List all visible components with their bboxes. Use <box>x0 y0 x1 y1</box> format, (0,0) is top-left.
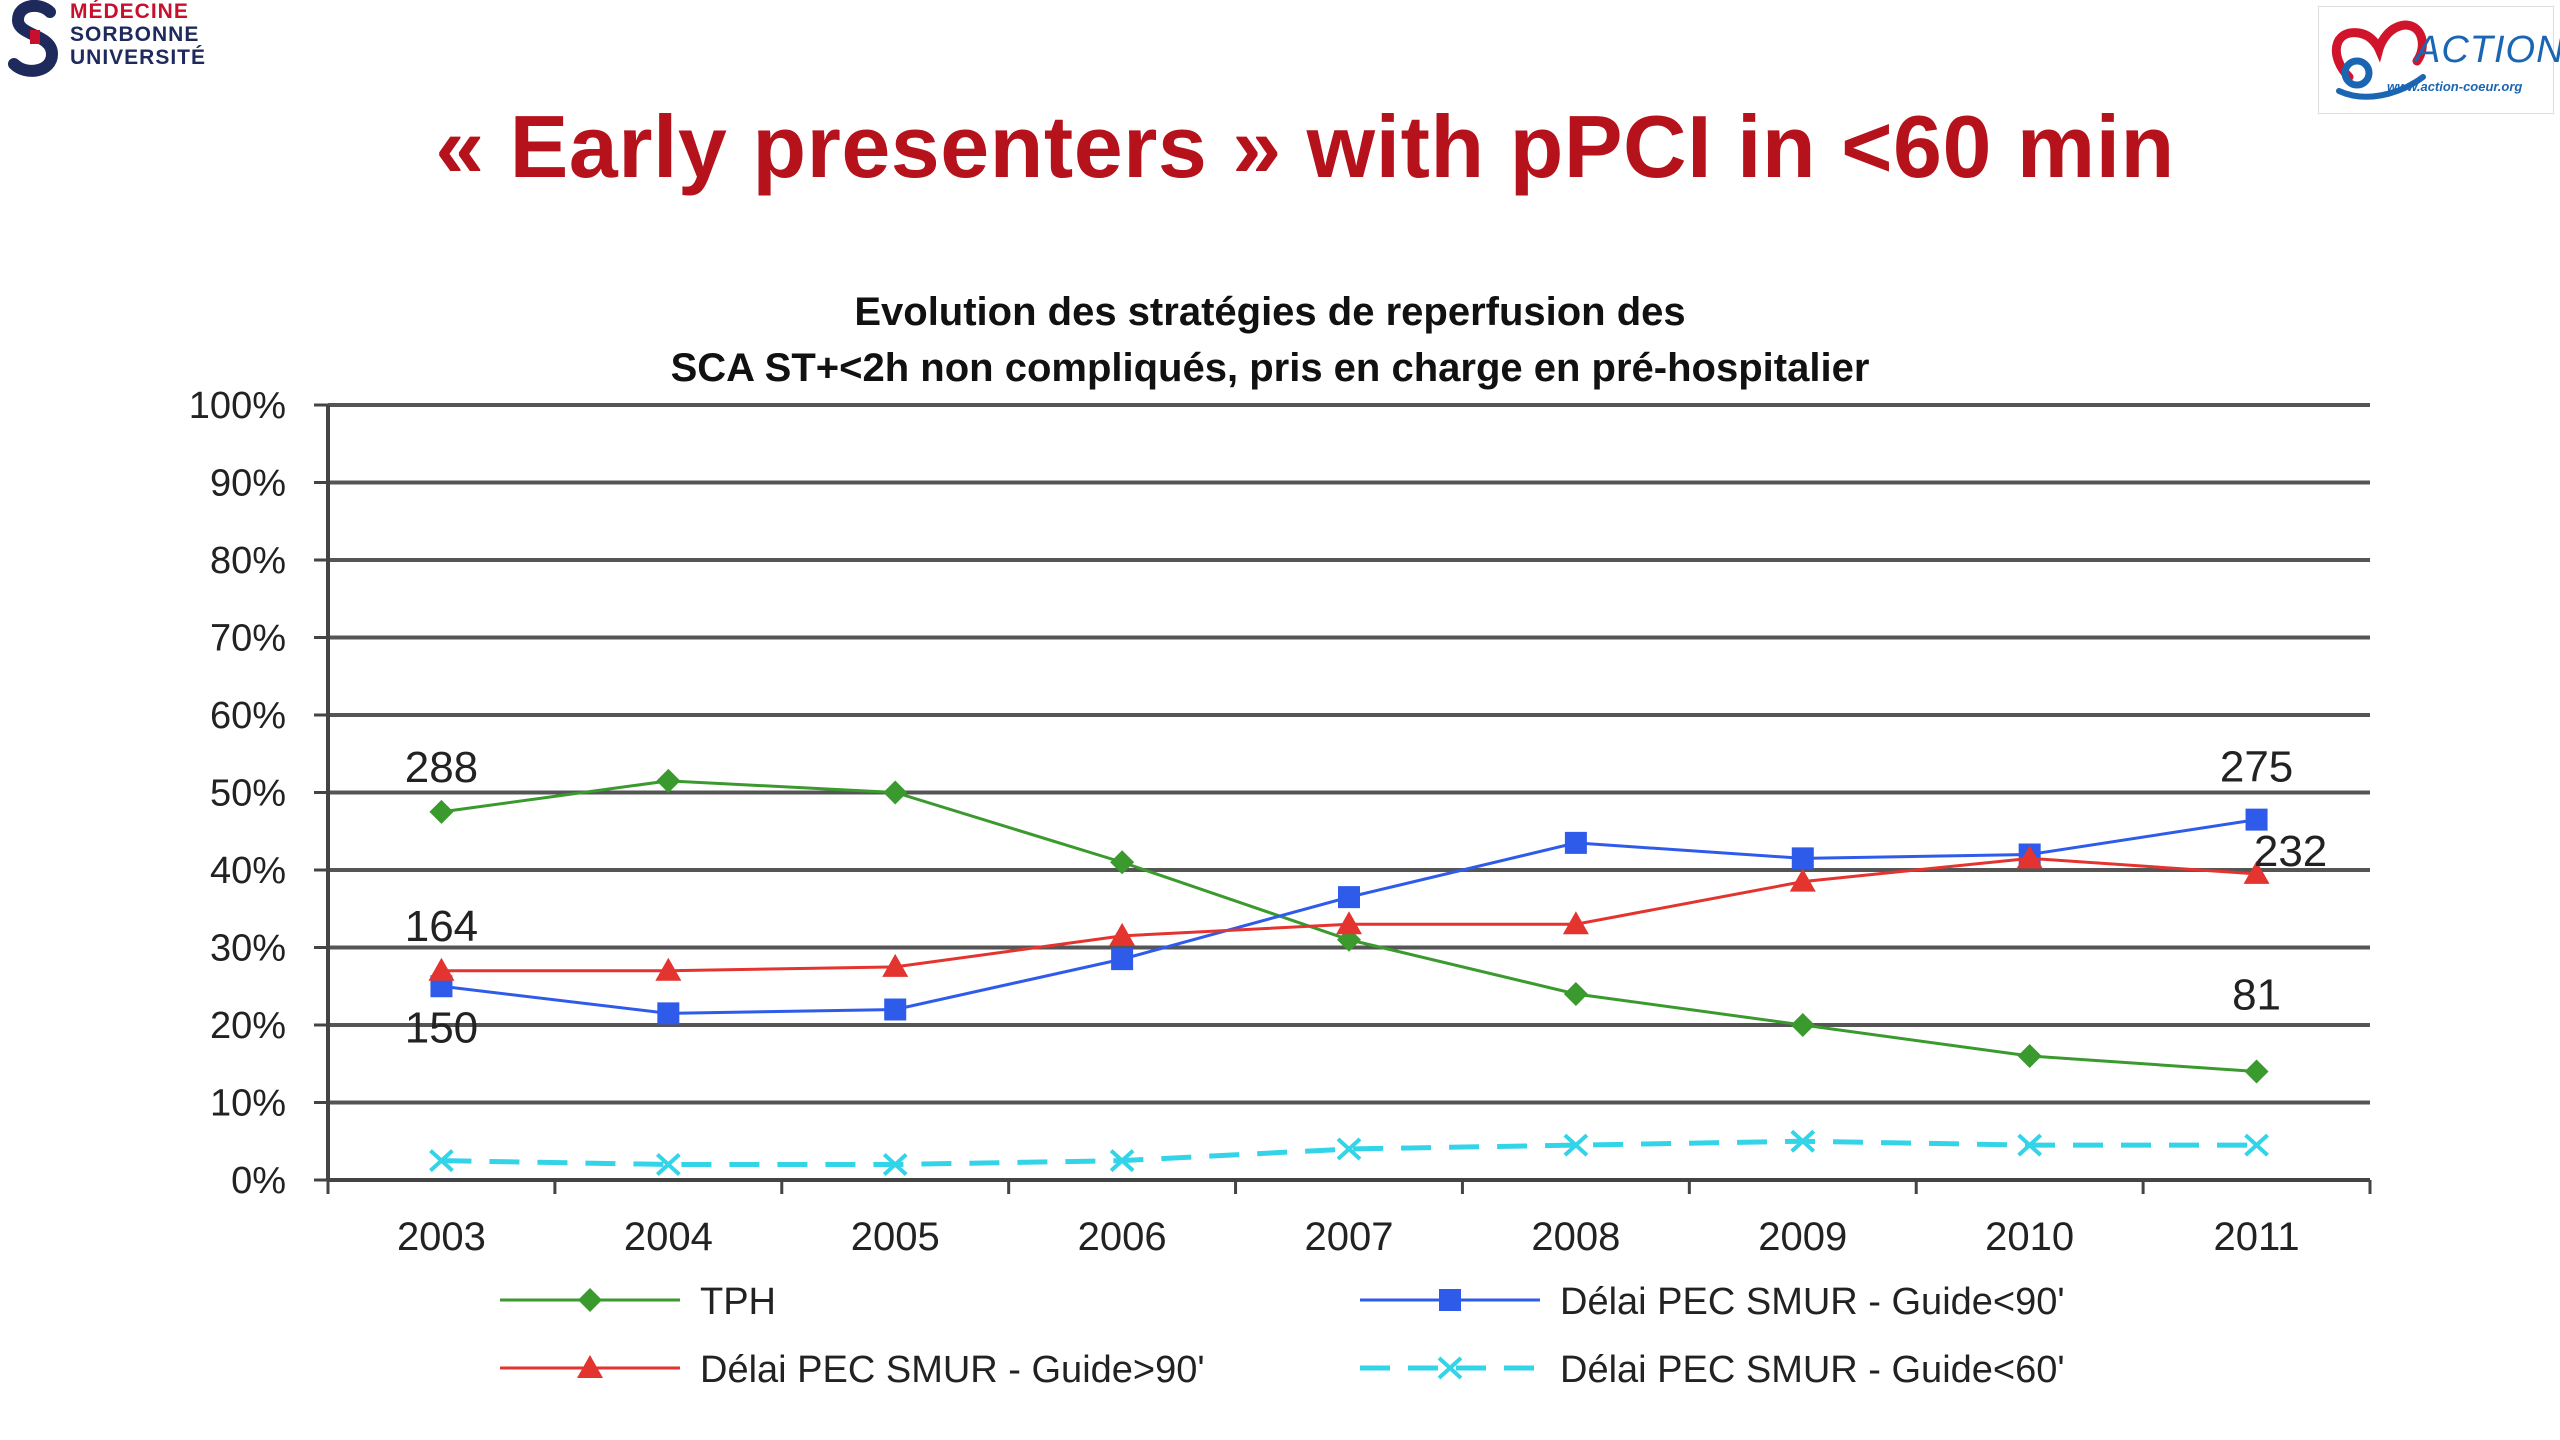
y-tick-label-20%: 20% <box>210 1005 286 1047</box>
legend-marker-4 <box>1437 1356 1463 1380</box>
x-tick-label-2009: 2009 <box>1758 1215 1847 1259</box>
x-tick-label-2004: 2004 <box>624 1215 713 1259</box>
series-1-point-2009 <box>1790 1013 1815 1037</box>
series-3-point-2006 <box>1109 922 1136 946</box>
series-1-point-2011 <box>2244 1059 2269 1084</box>
x-tick-label-2010: 2010 <box>1985 1215 2074 1259</box>
legend-marker-3 <box>577 1355 603 1378</box>
series-4-point-2011 <box>2244 1133 2269 1157</box>
legend-label-3: Délai PEC SMUR - Guide>90' <box>700 1349 1205 1391</box>
action-logo-url: www.action-coeur.org <box>2387 79 2523 94</box>
series-3-point-2005 <box>882 953 909 977</box>
y-tick-label-0%: 0% <box>231 1160 286 1202</box>
series-2-point-2005 <box>884 998 907 1021</box>
series-3-point-2003 <box>428 957 455 981</box>
series-1-point-2008 <box>1563 982 1588 1006</box>
data-label-288: 288 <box>405 743 478 792</box>
series-3-point-2008 <box>1562 911 1589 935</box>
series-3-point-2009 <box>1789 868 1816 892</box>
series-3-point-2011 <box>2243 860 2270 884</box>
legend-label-1: TPH <box>700 1281 776 1323</box>
series-2-point-2006 <box>1111 948 1134 971</box>
series-2-point-2007 <box>1338 886 1360 909</box>
series-4-point-2004 <box>655 1153 681 1176</box>
series-1-point-2003 <box>429 799 454 824</box>
data-label-164: 164 <box>405 902 478 951</box>
series-4-point-2006 <box>1109 1149 1135 1173</box>
series-2-point-2004 <box>657 1002 680 1025</box>
action-logo-text: ACTION <box>2415 29 2560 71</box>
series-4-point-2008 <box>1563 1133 1589 1157</box>
y-tick-label-10%: 10% <box>210 1083 286 1125</box>
sorbonne-s-icon <box>8 0 59 77</box>
series-2-point-2008 <box>1564 831 1587 854</box>
legend-marker-2 <box>1439 1289 1461 1311</box>
chart-title-line-2: SCA ST+<2h non compliqués, pris en charg… <box>671 346 1870 390</box>
x-tick-label-2006: 2006 <box>1078 1215 1167 1259</box>
series-4-point-2009 <box>1790 1129 1816 1153</box>
chart-title-line-1: Evolution des stratégies de reperfusion … <box>854 290 1685 334</box>
y-tick-label-40%: 40% <box>210 850 286 892</box>
series-2-point-2011 <box>2245 808 2268 831</box>
logo-line-2: SORBONNE <box>70 23 200 46</box>
x-tick-label-2003: 2003 <box>397 1215 486 1259</box>
series-4-point-2010 <box>2017 1133 2043 1157</box>
y-tick-label-70%: 70% <box>210 618 286 660</box>
series-1-point-2005 <box>883 780 908 805</box>
data-label-275: 275 <box>2220 743 2293 792</box>
legend-label-2: Délai PEC SMUR - Guide<90' <box>1560 1281 2065 1323</box>
y-tick-label-100%: 100% <box>189 385 286 427</box>
logo-line-1: MÉDECINE <box>70 0 189 23</box>
legend-label-4: Délai PEC SMUR - Guide<60' <box>1560 1349 2065 1391</box>
x-tick-label-2008: 2008 <box>1531 1215 1620 1259</box>
data-label-150: 150 <box>405 1003 478 1052</box>
x-tick-label-2007: 2007 <box>1305 1215 1394 1259</box>
y-tick-label-80%: 80% <box>210 540 286 582</box>
series-line-4 <box>441 1138 2257 1167</box>
series-3-point-2010 <box>2016 845 2043 869</box>
y-tick-label-50%: 50% <box>210 773 286 815</box>
series-4-point-2003 <box>429 1149 454 1173</box>
series-1-point-2004 <box>656 768 681 793</box>
series-4-point-2005 <box>882 1153 908 1176</box>
series-1-point-2006 <box>1110 850 1135 875</box>
y-tick-label-30%: 30% <box>210 928 286 970</box>
legend-marker-1 <box>578 1288 602 1312</box>
y-tick-label-90%: 90% <box>210 463 286 505</box>
logo-line-3: UNIVERSITÉ <box>70 46 207 69</box>
x-tick-label-2011: 2011 <box>2214 1215 2300 1259</box>
action-coeur-logo: ACTION www.action-coeur.org <box>2318 6 2560 114</box>
series-1-point-2010 <box>2017 1044 2042 1068</box>
data-label-232: 232 <box>2254 827 2327 876</box>
data-label-81: 81 <box>2232 971 2281 1020</box>
series-3-point-2004 <box>655 957 682 981</box>
series-4-point-2007 <box>1336 1137 1362 1161</box>
y-tick-label-60%: 60% <box>210 695 286 737</box>
slide-title: « Early presenters » with pPCI in <60 mi… <box>435 97 2175 196</box>
x-tick-label-2005: 2005 <box>851 1215 940 1259</box>
series-3-point-2007 <box>1336 911 1362 935</box>
heart-icon <box>2331 20 2427 100</box>
medecine-sorbonne-logo: MÉDECINE SORBONNE UNIVERSITÉ <box>6 0 226 80</box>
series-2-point-2009 <box>1791 847 1814 870</box>
